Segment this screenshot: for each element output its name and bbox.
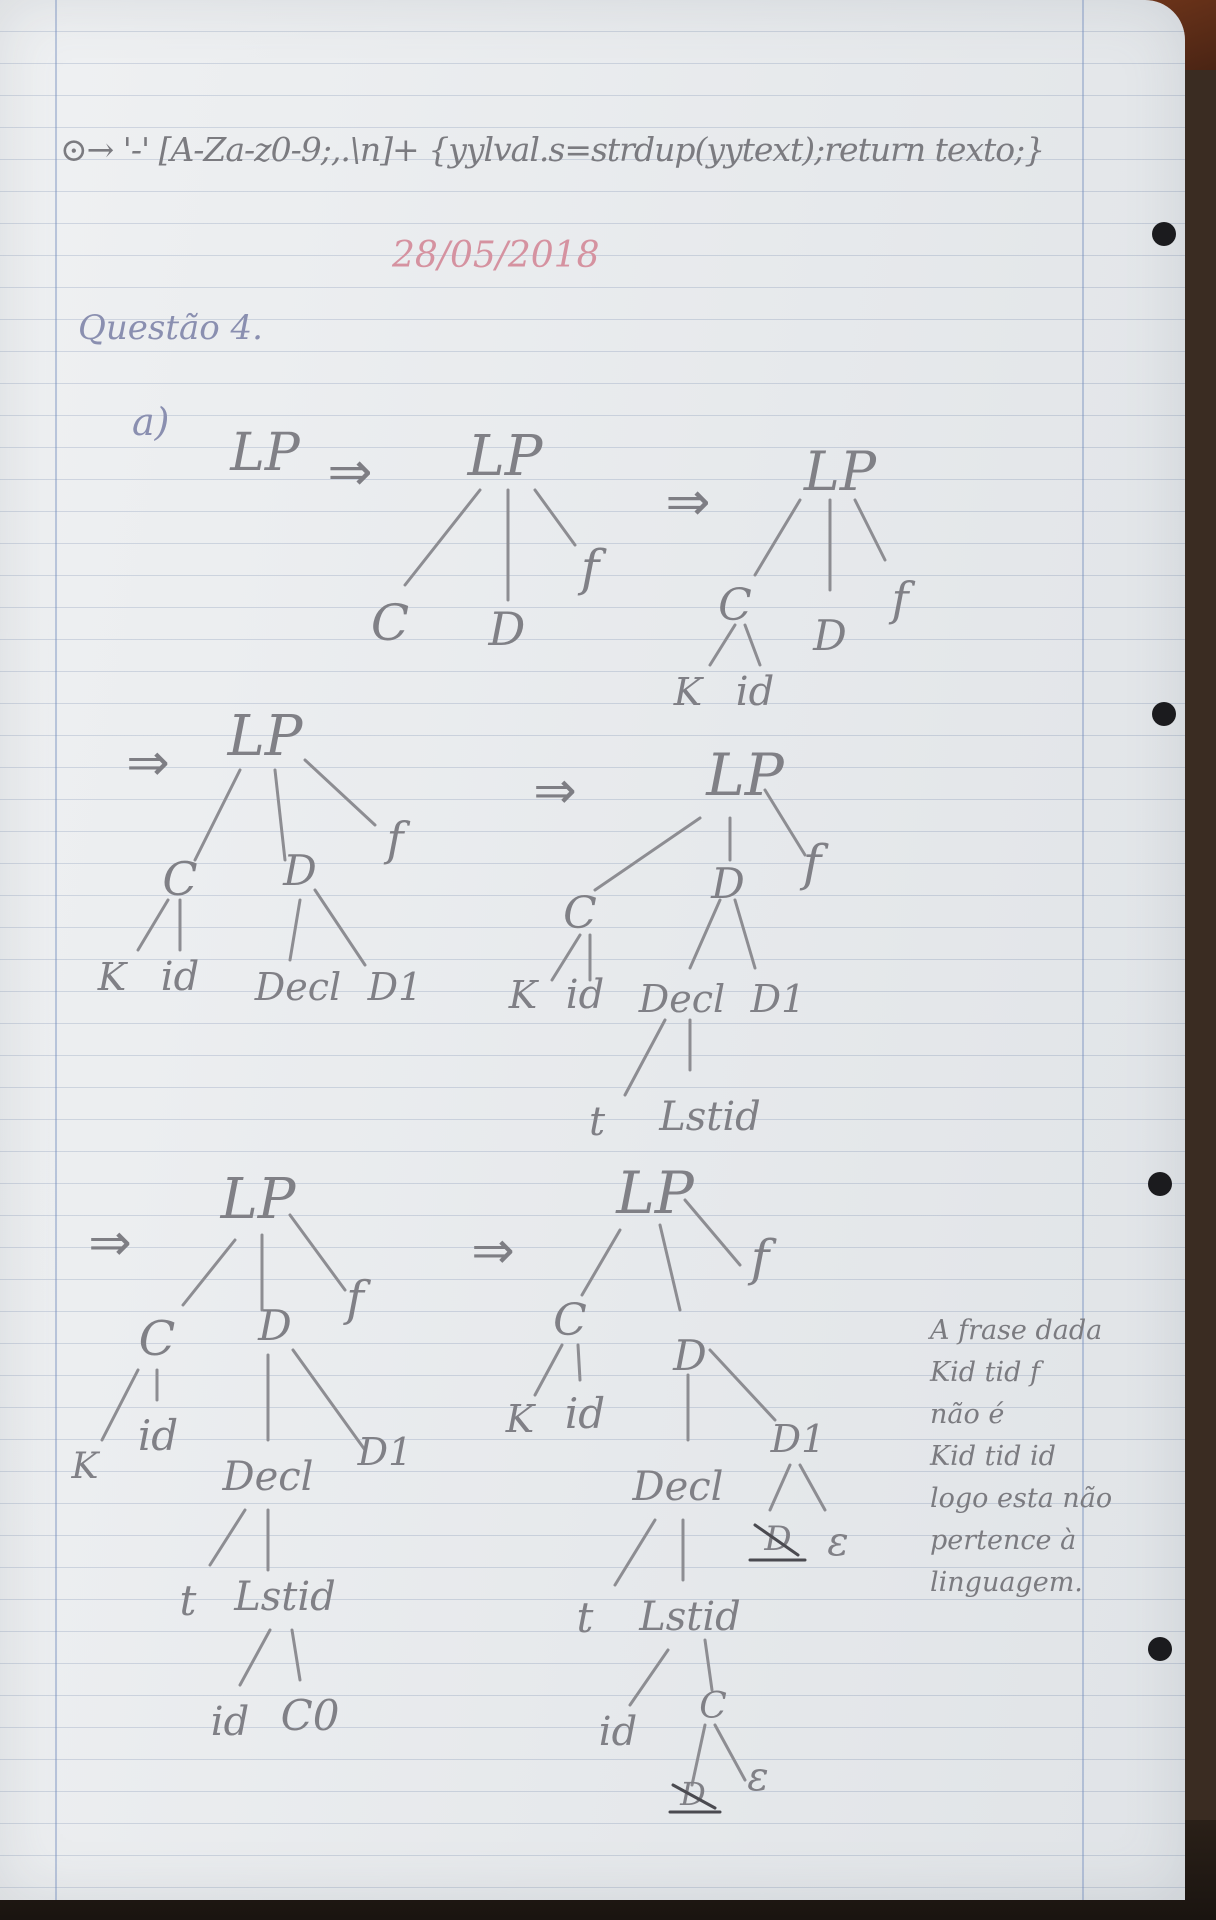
node-f: f	[747, 1229, 777, 1287]
node-f: f	[343, 1271, 371, 1327]
node-D1: D1	[357, 1430, 413, 1474]
node-D: D	[257, 1301, 292, 1350]
node-Decl: Decl	[222, 1454, 314, 1500]
tree-3: LP C D f K id	[673, 440, 916, 715]
node-D: D	[282, 846, 317, 895]
node-D: D	[672, 1331, 707, 1380]
node-f: f	[888, 572, 915, 626]
tree-5: LP C D f K id Decl D1 t Lstid	[508, 741, 829, 1145]
node-D: D	[710, 859, 745, 908]
node-K: K	[505, 1397, 537, 1441]
note-line: A frase dada	[930, 1315, 1103, 1346]
date-heading: 28/05/2018	[392, 235, 600, 276]
node-D: D	[488, 602, 526, 656]
node-C: C	[553, 1295, 587, 1346]
node-K: K	[71, 1446, 101, 1487]
right-margin-line	[1082, 0, 1084, 1900]
node-D: D	[812, 611, 847, 660]
node-epsilon: ε	[827, 1519, 848, 1565]
node-LP: LP	[615, 1159, 695, 1227]
note-line: logo esta não	[930, 1483, 1113, 1514]
node-C: C	[371, 594, 409, 652]
node-t: t	[589, 1099, 606, 1145]
tree-4: LP C D f K id Decl D1	[97, 704, 423, 1009]
node-LP: LP	[227, 704, 304, 769]
node-Decl: Decl	[254, 965, 341, 1009]
node-t: t	[577, 1593, 594, 1642]
node-id: id	[161, 954, 199, 1000]
node-K: K	[508, 973, 540, 1017]
binder-hole-4	[1148, 1637, 1172, 1661]
node-C0: C0	[281, 1691, 340, 1740]
node-C: C	[699, 1686, 727, 1727]
node-D1: D1	[770, 1417, 826, 1461]
node-id: id	[211, 1699, 249, 1745]
node-K: K	[673, 670, 705, 714]
derivation-arrow: ⇒	[327, 440, 372, 503]
binder-hole-3	[1148, 1172, 1172, 1196]
node-epsilon: ε	[747, 1754, 768, 1800]
derivation-arrow: ⇒	[126, 733, 170, 793]
part-label: a)	[132, 400, 170, 444]
node-f: f	[577, 539, 607, 597]
page-lighting	[0, 0, 1185, 1900]
note-line: não é	[930, 1399, 1005, 1430]
note-line: Kid tid id	[930, 1441, 1056, 1472]
node-t: t	[180, 1576, 197, 1625]
notebook-page	[0, 0, 1185, 1900]
node-K: K	[97, 955, 129, 999]
derivation-arrow: ⇒	[471, 1221, 515, 1281]
tree-2: LP C D f	[371, 424, 607, 656]
tree-1: LP	[229, 423, 301, 483]
node-Decl: Decl	[632, 1464, 724, 1510]
note-line: Kid tid f	[930, 1357, 1041, 1388]
node-D1: D1	[750, 977, 806, 1021]
derivation-arrow: ⇒	[88, 1213, 132, 1273]
tree-7: LP C D f K id Decl D1 D ε t Lstid id C D…	[505, 1159, 849, 1814]
derivation-arrow: ⇒	[533, 761, 577, 821]
node-LP: LP	[467, 424, 544, 489]
node-Lstid: Lstid	[638, 1594, 741, 1640]
node-LP: LP	[229, 423, 301, 483]
node-Decl: Decl	[638, 977, 725, 1021]
question-heading: Questão 4.	[78, 308, 263, 348]
node-C: C	[162, 852, 197, 906]
derivation-arrow: ⇒	[665, 470, 710, 533]
node-D1: D1	[367, 965, 423, 1009]
binder-hole-1	[1152, 222, 1176, 246]
node-id: id	[138, 1411, 178, 1460]
lex-rule-line: ⊙→ '-' [A-Za-z0-9;,.\n]+ {yylval.s=strdu…	[60, 130, 1045, 169]
node-id: id	[599, 1709, 637, 1755]
node-id: id	[736, 669, 774, 715]
node-id: id	[565, 1389, 605, 1438]
node-Lstid: Lstid	[233, 1574, 336, 1620]
tree-6: LP C D f K id Decl D1 t Lstid id C0	[71, 1167, 413, 1745]
note-line: pertence à	[930, 1525, 1077, 1556]
left-margin-line	[55, 0, 57, 1900]
node-LP: LP	[705, 741, 785, 809]
node-f: f	[799, 834, 829, 892]
node-f: f	[383, 812, 410, 866]
node-C: C	[139, 1311, 176, 1367]
node-C: C	[718, 580, 752, 631]
node-LP: LP	[803, 440, 878, 503]
node-Lstid: Lstid	[658, 1094, 761, 1140]
node-C: C	[563, 888, 597, 939]
binder-hole-2	[1152, 702, 1176, 726]
node-id: id	[566, 972, 604, 1018]
conclusion-note: A frase dada Kid tid f não é Kid tid id …	[930, 1310, 1113, 1604]
note-line: linguagem.	[930, 1567, 1083, 1598]
node-LP: LP	[220, 1167, 297, 1232]
